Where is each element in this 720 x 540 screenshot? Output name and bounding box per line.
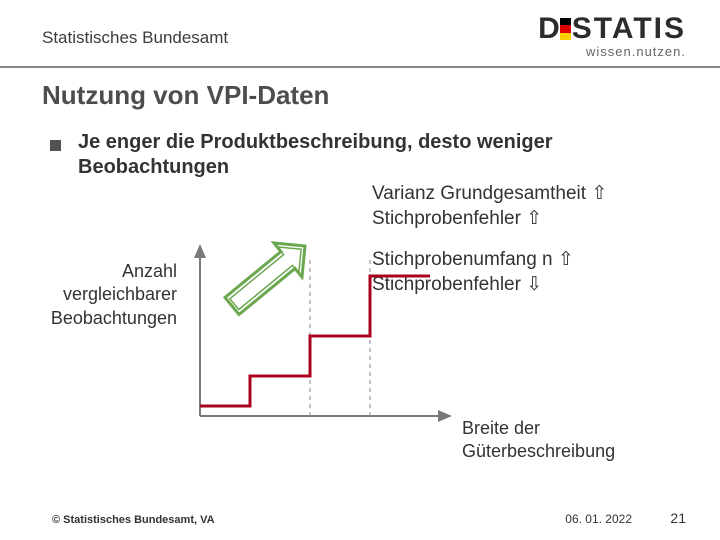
logo-main: D STATIS (538, 12, 686, 46)
arrow-up-icon: ⇧ (591, 183, 607, 204)
logo-sub: wissen.nutzen. (538, 44, 686, 59)
arrow-down-icon: ⇩ (526, 274, 542, 295)
header-divider (0, 66, 720, 68)
org-name: Statistisches Bundesamt (42, 28, 228, 48)
arrow-up-icon: ⇧ (526, 208, 542, 229)
ylabel-l2: vergleichbarer (63, 284, 177, 304)
header: Statistisches Bundesamt D STATIS wissen.… (0, 0, 720, 64)
logo-d1: D (538, 12, 559, 46)
y-axis-label: Anzahl vergleichbarer Beobachtungen (42, 260, 177, 330)
destatis-logo: D STATIS wissen.nutzen. (538, 12, 686, 59)
arrow-up-icon: ⇧ (558, 249, 574, 270)
step-chart (170, 236, 460, 446)
bullet-icon (50, 140, 61, 151)
page-title: Nutzung von VPI-Daten (42, 80, 329, 111)
ylabel-l3: Beobachtungen (51, 308, 177, 328)
xlabel-l2: Güterbeschreibung (462, 441, 615, 461)
x-axis-label: Breite der Güterbeschreibung (462, 417, 615, 464)
bullet-text: Je enger die Produktbeschreibung, desto … (78, 130, 638, 180)
logo-statis: STATIS (572, 12, 686, 46)
footer-date: 06. 01. 2022 (565, 512, 632, 526)
germany-flag-icon (560, 18, 571, 40)
chart-svg (170, 236, 460, 446)
ylabel-l1: Anzahl (122, 261, 177, 281)
variance-line1: Varianz Grundgesamtheit (372, 183, 591, 204)
footer-page: 21 (670, 510, 686, 526)
variance-line2: Stichprobenfehler (372, 208, 526, 229)
footer-copyright: © Statistisches Bundesamt, VA (52, 514, 215, 526)
xlabel-l1: Breite der (462, 418, 540, 438)
variance-block: Varianz Grundgesamtheit ⇧ Stichprobenfeh… (372, 182, 607, 231)
